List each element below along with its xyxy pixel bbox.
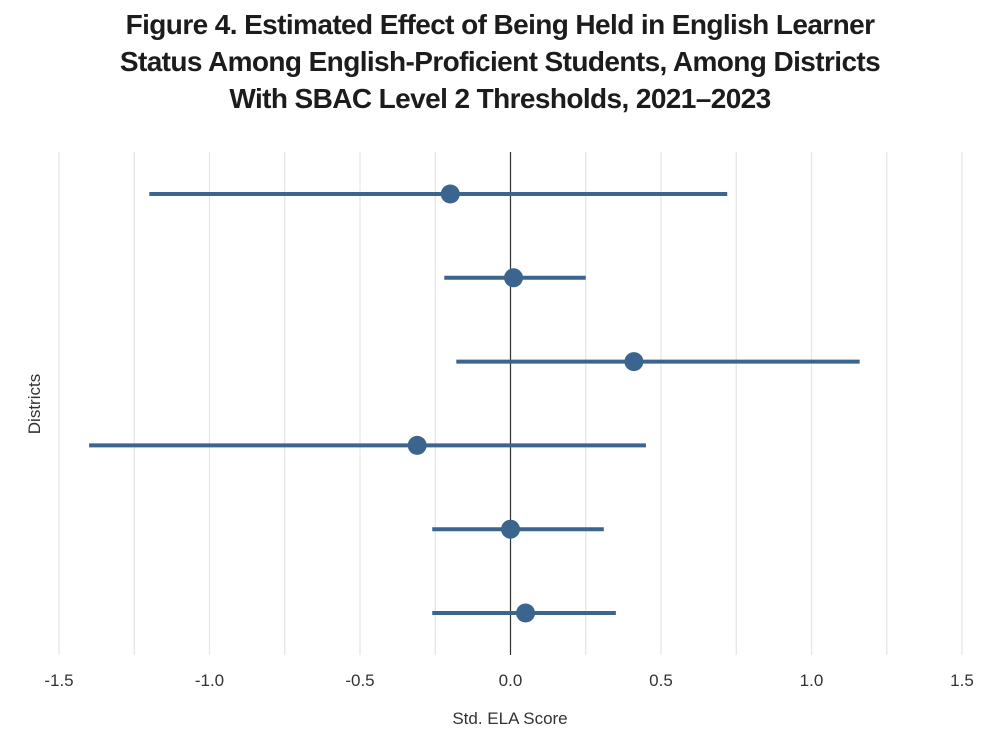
y-axis-label: Districts [25,374,44,434]
x-axis-ticks: -1.5 -1.0 -0.5 0.0 0.5 1.0 1.5 [44,671,973,690]
x-tick-label: -1.0 [195,671,224,690]
x-tick-label: 0.0 [499,671,523,690]
point-estimate [624,352,644,372]
point-estimate [440,184,460,204]
point-estimate [516,603,536,623]
data-marks [89,184,860,623]
x-tick-label: -1.5 [44,671,73,690]
chart-title-line-3: With SBAC Level 2 Thresholds, 2021–2023 [229,83,771,114]
x-tick-label: 1.5 [950,671,974,690]
chart-title: Figure 4. Estimated Effect of Being Held… [0,6,1000,117]
point-estimate [504,268,524,288]
x-axis-label: Std. ELA Score [452,709,567,728]
gridlines [58,152,963,655]
point-estimate [407,435,427,455]
chart-title-line-1: Figure 4. Estimated Effect of Being Held… [125,9,875,40]
point-estimate [501,519,520,539]
chart-title-line-2: Status Among English-Proficient Students… [119,46,881,77]
x-tick-label: 0.5 [649,671,673,690]
x-tick-label: 1.0 [800,671,824,690]
x-tick-label: -0.5 [345,671,374,690]
